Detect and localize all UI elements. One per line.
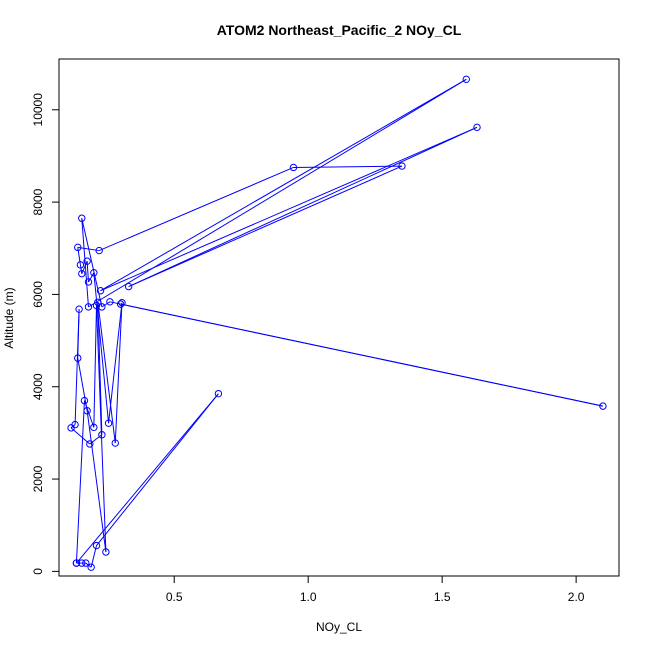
series-line-segment bbox=[114, 302, 123, 444]
series-line-segment bbox=[98, 167, 294, 252]
y-axis-label: Altitude (m) bbox=[2, 287, 16, 348]
x-tick-label: 1.0 bbox=[300, 590, 317, 604]
data-point bbox=[124, 282, 133, 291]
y-tick-label: 0 bbox=[31, 568, 45, 575]
data-point bbox=[90, 269, 98, 277]
series-line-segment bbox=[120, 303, 604, 407]
data-point bbox=[111, 439, 119, 447]
data-point bbox=[106, 298, 114, 306]
x-axis: 0.5 1.0 1.5 2.0 bbox=[166, 575, 585, 604]
data-point bbox=[98, 303, 106, 311]
data-point bbox=[102, 548, 110, 556]
data-point bbox=[116, 300, 125, 308]
data-point bbox=[473, 123, 481, 132]
series-line-segment bbox=[93, 272, 110, 424]
series-line-segment bbox=[100, 126, 478, 292]
series-line-segment bbox=[90, 545, 97, 568]
data-point bbox=[94, 298, 102, 306]
series-line-segment bbox=[89, 434, 103, 445]
series-line-segment bbox=[96, 393, 219, 546]
series-line-segment bbox=[70, 427, 91, 445]
data-point bbox=[214, 389, 223, 398]
data-point bbox=[80, 396, 89, 405]
series-line-segment bbox=[77, 358, 88, 411]
y-tick-label: 6000 bbox=[31, 281, 45, 308]
y-tick-label: 2000 bbox=[31, 465, 45, 492]
series-line-segment bbox=[108, 302, 123, 424]
data-point bbox=[87, 563, 95, 571]
data-point bbox=[398, 162, 406, 170]
data-point bbox=[72, 559, 81, 567]
data-point bbox=[289, 163, 298, 172]
data-point bbox=[83, 407, 91, 415]
data-point bbox=[78, 269, 86, 278]
series-line-segment bbox=[81, 218, 89, 307]
data-point bbox=[599, 402, 607, 410]
data-point bbox=[118, 299, 126, 307]
data-point bbox=[82, 559, 90, 567]
y-axis: 0 2000 4000 6000 8000 10000 bbox=[31, 93, 60, 575]
series-line-segment bbox=[293, 165, 402, 168]
plot-frame bbox=[58, 58, 620, 577]
data-point bbox=[75, 305, 83, 313]
data-point bbox=[84, 303, 93, 311]
data-point bbox=[96, 287, 105, 295]
series-line-segment bbox=[93, 305, 98, 428]
series-line-segment bbox=[70, 424, 76, 429]
plot-area bbox=[67, 75, 607, 571]
data-point bbox=[78, 559, 86, 567]
series-line-segment bbox=[97, 302, 116, 444]
series-line-segment bbox=[74, 309, 80, 425]
series-line-segment bbox=[81, 260, 88, 274]
series-line-segment bbox=[79, 264, 83, 274]
x-tick-label: 2.0 bbox=[568, 590, 585, 604]
data-point bbox=[78, 214, 86, 222]
chart-title: ATOM2 Northeast_Pacific_2 NOy_CL bbox=[217, 22, 462, 38]
series-line-segment bbox=[88, 78, 467, 308]
series-line-segment bbox=[88, 272, 95, 283]
data-point bbox=[86, 440, 94, 448]
series-line-segment bbox=[128, 165, 403, 288]
series-line-segment bbox=[75, 400, 85, 564]
data-point bbox=[92, 541, 101, 550]
data-point bbox=[84, 278, 93, 286]
series-line-segment bbox=[128, 126, 478, 288]
data-point bbox=[98, 431, 106, 439]
series-line-segment bbox=[81, 218, 103, 307]
series-line-segment bbox=[76, 393, 219, 564]
data-point bbox=[104, 419, 113, 427]
data-point bbox=[95, 246, 103, 255]
data-point bbox=[83, 257, 91, 265]
data-point bbox=[90, 423, 98, 432]
series-line-segment bbox=[86, 410, 107, 553]
x-tick-label: 1.5 bbox=[434, 590, 451, 604]
x-tick-label: 0.5 bbox=[166, 590, 183, 604]
data-point bbox=[74, 243, 82, 252]
data-point bbox=[462, 75, 470, 84]
y-tick-label: 10000 bbox=[31, 93, 45, 127]
y-tick-label: 4000 bbox=[31, 373, 45, 400]
data-point bbox=[67, 424, 75, 432]
series-line-segment bbox=[100, 78, 467, 292]
y-tick-label: 8000 bbox=[31, 188, 45, 215]
data-point bbox=[74, 354, 82, 362]
data-point bbox=[76, 261, 85, 269]
series-line-segment bbox=[101, 301, 111, 308]
data-point bbox=[92, 301, 101, 310]
x-axis-label: NOy_CL bbox=[316, 620, 362, 634]
